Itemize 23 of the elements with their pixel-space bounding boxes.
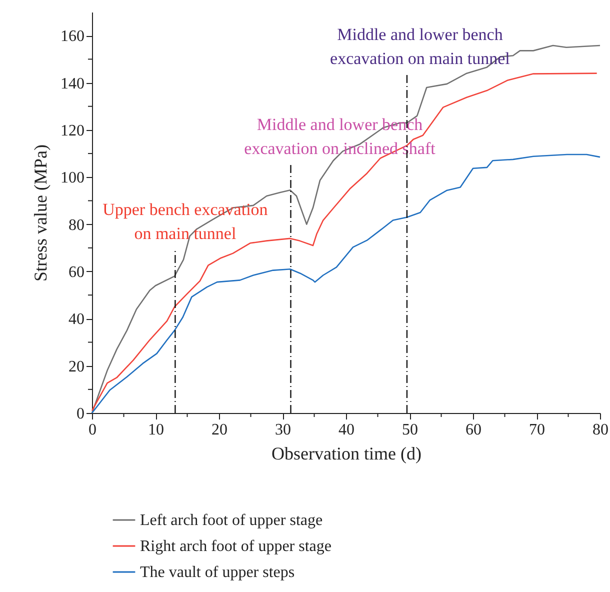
y-tick-label: 140 xyxy=(60,75,84,92)
x-tick-label: 70 xyxy=(529,422,545,438)
x-tick-label: 20 xyxy=(212,422,228,438)
x-tick-label: 50 xyxy=(402,422,418,438)
y-tick-label: 40 xyxy=(68,311,84,328)
y-tick-label: 20 xyxy=(68,358,84,376)
y-axis-title: Stress value (MPa) xyxy=(30,144,50,282)
x-tick-label: 0 xyxy=(88,422,96,438)
y-tick-label: 80 xyxy=(68,216,84,234)
legend-label: Right arch foot of upper stage xyxy=(140,538,332,555)
x-axis-title: Observation time (d) xyxy=(272,444,422,464)
x-tick-label: 40 xyxy=(338,422,354,438)
y-tick-label: 0 xyxy=(76,406,84,422)
y-tick-label: 100 xyxy=(60,170,84,187)
legend-label: Left arch foot of upper stage xyxy=(140,512,323,529)
y-tick-label: 160 xyxy=(60,28,84,46)
x-tick-label: 10 xyxy=(148,422,164,438)
y-tick-label: 120 xyxy=(60,122,84,140)
x-tick-label: 60 xyxy=(466,422,482,438)
x-tick-label: 80 xyxy=(592,422,608,438)
legend-label: The vault of upper steps xyxy=(140,564,295,581)
x-tick-label: 30 xyxy=(275,422,291,438)
y-tick-label: 60 xyxy=(68,264,84,281)
